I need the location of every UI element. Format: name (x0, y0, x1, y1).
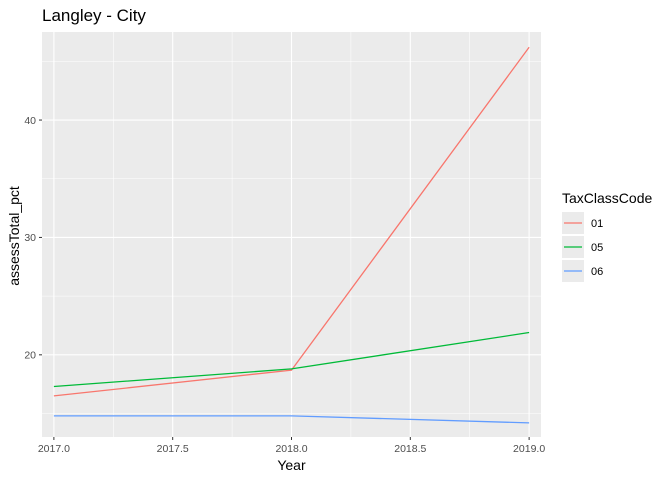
x-axis-title: Year (277, 457, 306, 473)
legend-label: 05 (591, 242, 603, 254)
legend: TaxClassCode 01 05 06 (562, 190, 652, 282)
x-tick-label: 2018.5 (394, 443, 426, 455)
legend-label: 06 (591, 266, 603, 278)
legend-items: 01 05 06 (562, 212, 603, 282)
axes-layer: 2017.0 2017.5 2018.0 2018.5 2019.0 20 30 40 (24, 115, 545, 455)
plot-panel (42, 32, 541, 437)
series-line-05 (53, 331, 530, 388)
y-tick-label: 30 (24, 232, 36, 244)
series-line-06 (53, 415, 530, 424)
x-tick-label: 2017.0 (38, 443, 70, 455)
legend-title: TaxClassCode (562, 190, 652, 206)
legend-label: 01 (591, 218, 603, 230)
legend-item-06: 06 (562, 260, 603, 282)
series-line-01 (53, 46, 530, 397)
x-tick-label: 2018.0 (275, 443, 307, 455)
y-tick-label: 40 (24, 115, 36, 127)
chart-title: Langley - City (42, 6, 146, 25)
y-axis-title: assessTotal_pct (6, 186, 22, 286)
legend-item-05: 05 (562, 236, 603, 258)
series-layer (53, 46, 530, 424)
x-tick-label: 2017.5 (157, 443, 189, 455)
x-tick-label: 2019.0 (513, 443, 545, 455)
y-tick-label: 20 (24, 350, 36, 362)
legend-item-01: 01 (562, 212, 603, 234)
